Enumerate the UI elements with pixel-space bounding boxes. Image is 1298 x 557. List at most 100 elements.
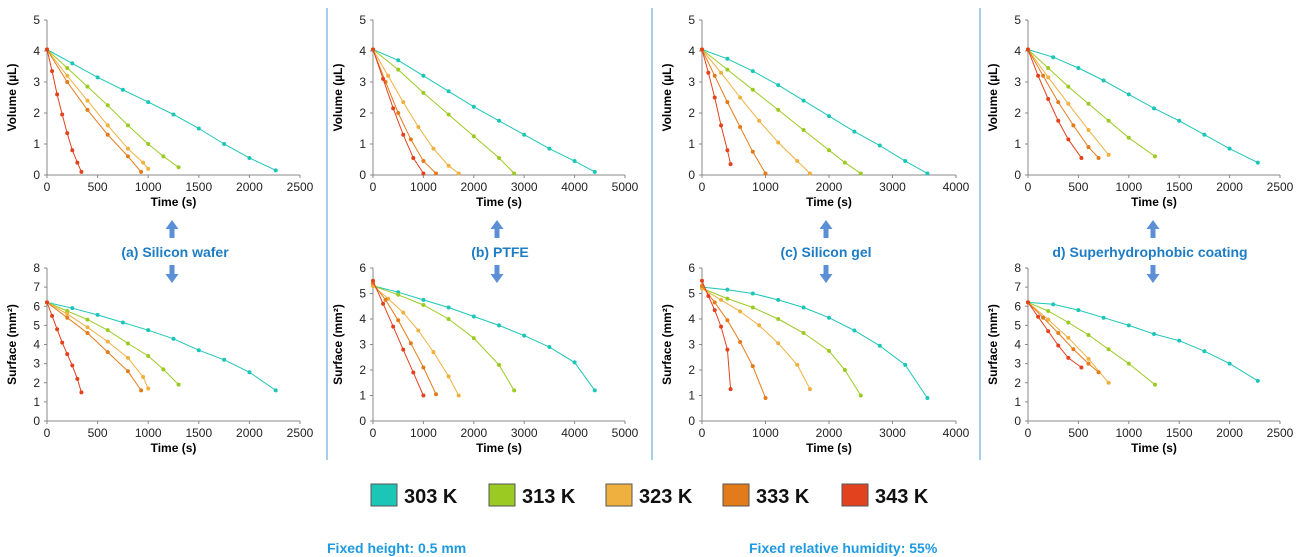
data-point — [572, 360, 577, 365]
y-tick-label: 7 — [1014, 280, 1021, 294]
data-point — [371, 47, 375, 52]
data-point — [738, 124, 743, 129]
data-point — [65, 311, 70, 316]
data-point — [725, 287, 730, 292]
data-point — [65, 73, 70, 78]
series-343k — [700, 278, 733, 392]
data-point — [1066, 137, 1071, 142]
series-line — [372, 285, 596, 391]
data-point — [1106, 118, 1111, 123]
series-313k — [45, 300, 181, 387]
data-point — [247, 155, 252, 160]
data-point — [1153, 154, 1158, 159]
data-point — [273, 388, 278, 393]
data-point — [801, 128, 806, 133]
data-point — [776, 107, 781, 112]
data-point — [55, 92, 60, 97]
data-point — [925, 396, 930, 401]
data-point — [105, 350, 110, 355]
data-point — [60, 112, 65, 117]
data-point — [1086, 145, 1091, 150]
footer-fixed-humidity: Fixed relative humidity: 55% — [749, 540, 938, 556]
series-line — [701, 49, 862, 174]
series-line — [46, 49, 276, 171]
data-point — [1177, 338, 1182, 343]
chart-a-surface: 0 1 2 3 4 5 6 7 8 0 500 1000 1500 2000 2500 Time (s) Sur… — [5, 261, 314, 455]
data-point — [70, 61, 75, 66]
x-tick-label: 2500 — [1267, 180, 1294, 194]
legend-swatch — [370, 483, 398, 507]
footer-fixed-height: Fixed height: 0.5 mm — [327, 540, 466, 556]
data-point — [725, 296, 730, 301]
y-axis-title: Volume (µL) — [5, 63, 19, 131]
data-point — [547, 345, 552, 350]
series-line — [372, 49, 460, 174]
data-point — [1046, 329, 1051, 334]
y-tick-label: 6 — [688, 261, 695, 275]
data-point — [125, 123, 130, 128]
x-axis-title: Time (s) — [476, 195, 522, 209]
data-point — [1086, 361, 1091, 366]
data-point — [1079, 155, 1084, 160]
series-333k — [700, 283, 768, 401]
x-tick-label: 2000 — [236, 180, 263, 194]
y-tick-label: 3 — [688, 75, 695, 89]
chart-a-volume: 0 1 2 3 4 5 0 500 1000 1500 2000 2500 Time (s) Volume… — [5, 13, 314, 209]
series-343k — [371, 278, 426, 398]
series-line — [701, 49, 732, 165]
data-point — [827, 315, 831, 320]
x-tick-label: 0 — [44, 180, 51, 194]
y-tick-label: 3 — [359, 338, 366, 352]
y-tick-label: 6 — [33, 299, 40, 313]
data-point — [401, 132, 406, 137]
data-point — [65, 66, 70, 71]
data-point — [1066, 335, 1071, 340]
data-point — [50, 313, 55, 318]
data-point — [95, 75, 100, 80]
data-point — [1066, 320, 1071, 325]
chart-b-volume: 0 1 2 3 4 5 0 1000 2000 3000 4000 5000 Time (s) Volum… — [331, 13, 639, 209]
legend-item-303k: 303 K — [370, 483, 458, 508]
x-tick-label: 2000 — [460, 180, 487, 194]
data-point — [572, 159, 577, 164]
series-323k — [371, 283, 461, 398]
data-point — [383, 297, 388, 302]
y-tick-label: 4 — [688, 312, 695, 326]
data-point — [105, 132, 110, 137]
panel-separators — [326, 8, 981, 460]
chart-b-surface: 0 1 2 3 4 5 6 0 1000 2000 3000 4000 5000 Time (s) Surf… — [331, 261, 639, 455]
data-point — [105, 328, 110, 333]
data-point — [85, 98, 90, 103]
series-343k — [45, 47, 84, 174]
data-point — [105, 103, 110, 108]
data-point — [431, 146, 436, 151]
y-tick-label: 2 — [688, 363, 695, 377]
data-point — [725, 318, 730, 323]
x-tick-label: 3000 — [511, 180, 538, 194]
data-point — [522, 132, 527, 137]
y-tick-label: 5 — [688, 13, 695, 27]
series-line — [1027, 49, 1099, 159]
data-point — [750, 69, 755, 74]
data-point — [85, 84, 90, 89]
series-303k — [1026, 300, 1260, 383]
legend-item-313k: 313 K — [488, 483, 576, 508]
data-point — [1046, 309, 1051, 314]
chart-d-volume: 0 1 2 3 4 5 0 500 1000 1500 2000 2500 Time (s) Volume… — [986, 13, 1294, 209]
data-point — [391, 324, 396, 329]
data-point — [1051, 55, 1056, 60]
data-point — [381, 301, 386, 306]
x-tick-label: 2000 — [1216, 426, 1243, 440]
data-point — [421, 73, 426, 78]
data-point — [712, 308, 717, 313]
data-point — [725, 67, 730, 72]
data-point — [408, 137, 413, 142]
data-point — [85, 317, 90, 322]
series-line — [1027, 301, 1156, 386]
series-303k — [371, 47, 597, 174]
data-point — [1026, 300, 1030, 305]
data-point — [592, 388, 597, 393]
y-tick-label: 4 — [1014, 338, 1021, 352]
data-point — [120, 320, 125, 325]
